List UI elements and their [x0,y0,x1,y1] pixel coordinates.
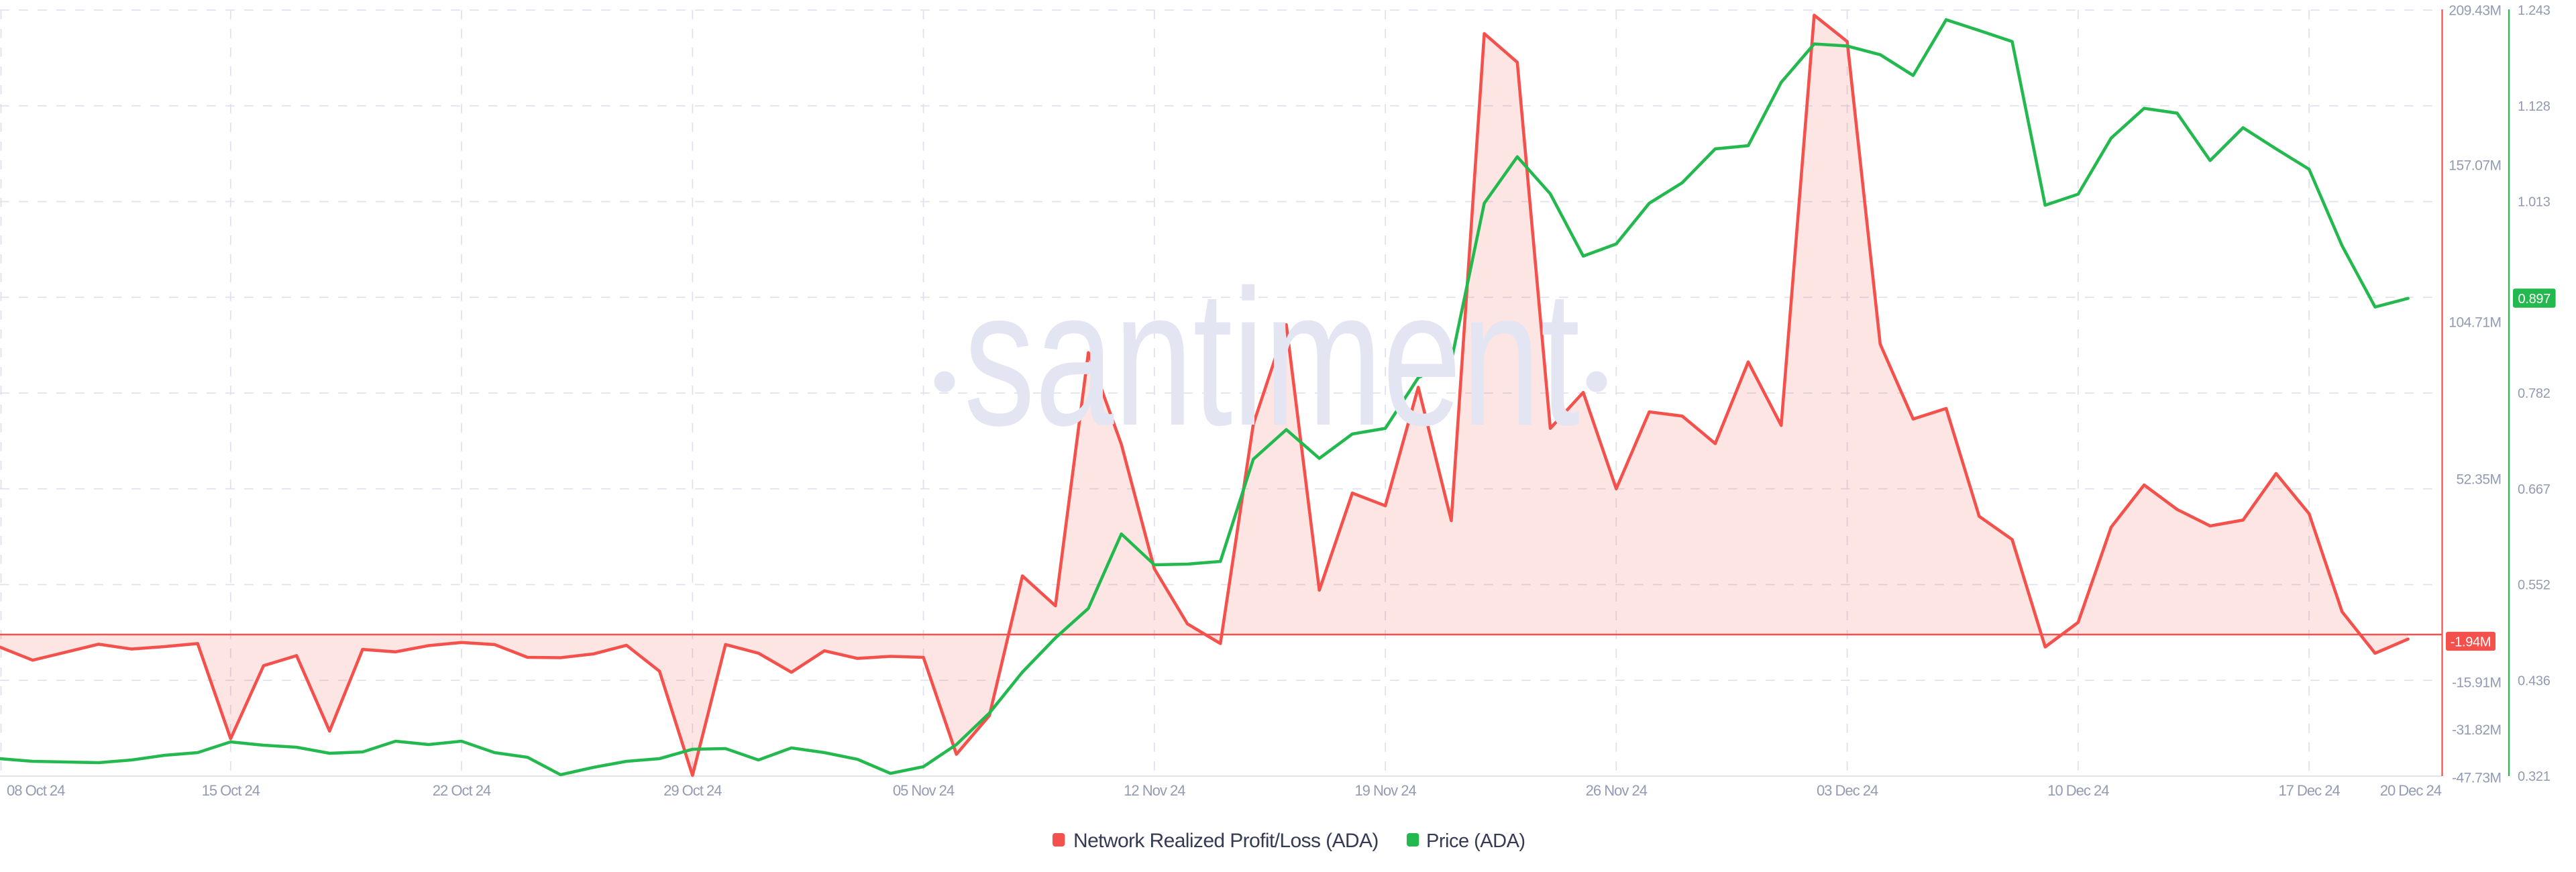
svg-text:-31.82M: -31.82M [2452,722,2502,738]
svg-text:-47.73M: -47.73M [2452,771,2502,786]
svg-text:104.71M: 104.71M [2449,315,2501,331]
svg-text:157.07M: 157.07M [2449,158,2501,174]
svg-text:52.35M: 52.35M [2456,472,2501,488]
svg-text:santiment: santiment [964,250,1580,466]
svg-text:12 Nov 24: 12 Nov 24 [1124,782,1185,799]
svg-text:17 Dec 24: 17 Dec 24 [2278,782,2340,799]
svg-text:0.321: 0.321 [2518,769,2551,784]
svg-text:0.667: 0.667 [2518,482,2551,497]
svg-text:209.43M: 209.43M [2449,3,2501,19]
svg-text:03 Dec 24: 03 Dec 24 [1817,782,1878,799]
svg-text:-1.94M: -1.94M [2451,635,2491,649]
svg-text:0.436: 0.436 [2518,673,2551,688]
svg-text:Network Realized Profit/Loss (: Network Realized Profit/Loss (ADA) [1073,830,1379,852]
svg-text:26 Nov 24: 26 Nov 24 [1586,782,1648,799]
svg-text:22 Oct 24: 22 Oct 24 [433,782,491,799]
svg-text:-15.91M: -15.91M [2452,675,2502,691]
svg-text:20 Dec 24: 20 Dec 24 [2380,782,2442,799]
svg-text:0.782: 0.782 [2518,386,2551,401]
svg-text:1.128: 1.128 [2518,99,2551,114]
svg-text:Price (ADA): Price (ADA) [1426,830,1525,852]
svg-text:05 Nov 24: 05 Nov 24 [893,782,955,799]
svg-text:15 Oct 24: 15 Oct 24 [202,782,260,799]
svg-text:10 Dec 24: 10 Dec 24 [2047,782,2109,799]
svg-text:08 Oct 24: 08 Oct 24 [7,782,65,799]
svg-text:1.243: 1.243 [2518,3,2551,18]
svg-text:1.013: 1.013 [2518,195,2551,210]
svg-text:19 Nov 24: 19 Nov 24 [1354,782,1416,799]
svg-text:0.552: 0.552 [2518,578,2551,593]
svg-text:29 Oct 24: 29 Oct 24 [663,782,722,799]
svg-text:0.897: 0.897 [2518,292,2551,307]
